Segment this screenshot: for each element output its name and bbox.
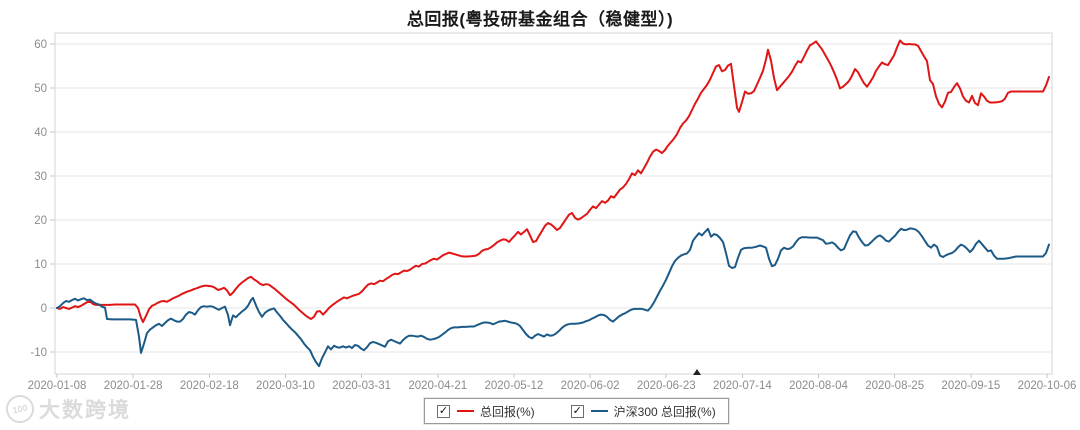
x-tick-label: 2020-09-15 bbox=[941, 380, 1000, 392]
axis-cursor-marker-icon[interactable] bbox=[693, 369, 701, 375]
x-tick-label: 2020-01-08 bbox=[28, 380, 87, 392]
checkbox-checked-icon[interactable]: ✓ bbox=[570, 404, 584, 418]
x-tick-label: 2020-04-21 bbox=[408, 380, 467, 392]
plot-border bbox=[54, 32, 1053, 375]
y-tick-label: 0 bbox=[41, 303, 47, 315]
x-tick-label: 2020-07-14 bbox=[713, 380, 772, 392]
legend-line-swatch-blue bbox=[590, 410, 608, 412]
y-tick-label: 10 bbox=[34, 259, 47, 271]
x-tick-label: 2020-08-25 bbox=[865, 380, 924, 392]
series-line-csi300 bbox=[56, 227, 1050, 368]
y-tick-label: 40 bbox=[34, 127, 47, 139]
x-tick-label: 2020-10-06 bbox=[1018, 380, 1077, 392]
legend-line-swatch-red bbox=[457, 410, 474, 412]
watermark-text: 大数跨境 bbox=[39, 399, 131, 422]
watermark-logo-icon: 100 bbox=[3, 392, 37, 426]
x-tick-label: 2020-06-02 bbox=[561, 380, 620, 392]
legend: ✓ 总回报(%) ✓ 沪深300 总回报(%) bbox=[424, 398, 729, 424]
x-tick-label: 2020-05-12 bbox=[485, 380, 544, 392]
x-tick-label: 2020-06-23 bbox=[637, 380, 696, 392]
series-line-total-return bbox=[56, 39, 1050, 324]
watermark: 100 大数跨境 bbox=[3, 392, 131, 426]
x-tick-label: 2020-03-10 bbox=[256, 380, 315, 392]
x-tick-label: 2020-02-18 bbox=[180, 380, 239, 392]
legend-item-csi300[interactable]: ✓ 沪深300 总回报(%) bbox=[570, 403, 716, 420]
checkbox-checked-icon[interactable]: ✓ bbox=[437, 404, 450, 418]
y-tick-label: 60 bbox=[34, 39, 47, 51]
y-tick-label: 30 bbox=[34, 171, 47, 183]
x-tick-label: 2020-03-31 bbox=[332, 380, 391, 392]
legend-label: 沪深300 总回报(%) bbox=[613, 404, 716, 419]
y-tick-label: 50 bbox=[34, 83, 47, 95]
y-tick-label: -10 bbox=[30, 347, 47, 359]
chart-title: 总回报(粤投研基金组合（稳健型）) bbox=[406, 10, 674, 29]
x-tick-label: 2020-08-04 bbox=[789, 380, 848, 392]
y-tick-label: 20 bbox=[34, 215, 47, 227]
legend-label: 总回报(%) bbox=[480, 404, 535, 419]
x-tick-label: 2020-01-28 bbox=[104, 380, 163, 392]
legend-item-total-return[interactable]: ✓ 总回报(%) bbox=[437, 403, 535, 420]
